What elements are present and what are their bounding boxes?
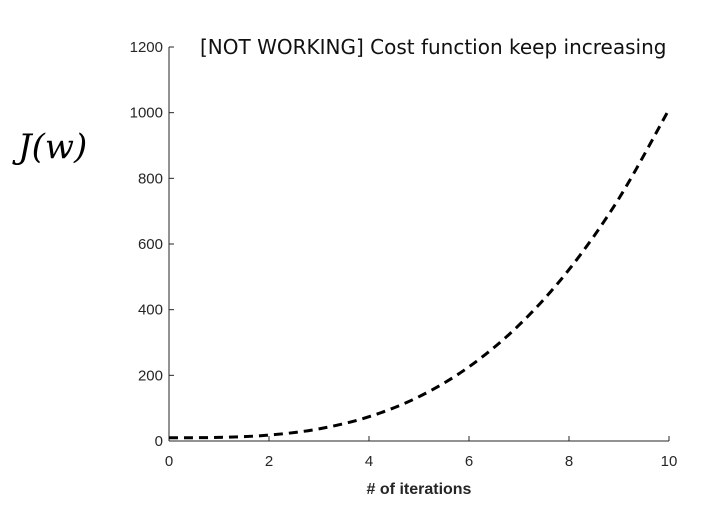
y-tick-label: 400: [138, 302, 163, 319]
y-tick-label: 800: [138, 170, 163, 187]
x-ticks: 0 2 4 6 8 10: [165, 436, 678, 470]
y-tick-label: 200: [138, 367, 163, 384]
plot-area: 0 2 4 6 8 10 0 200 400 600 800 1000 1200: [130, 39, 678, 470]
y-tick-label: 0: [155, 433, 163, 450]
x-axis-label: # of iterations: [367, 481, 472, 498]
x-tick-label: 4: [365, 453, 373, 470]
y-tick-label: 1200: [130, 39, 163, 56]
y-axis-label: J(w): [12, 127, 87, 167]
chart-title: [NOT WORKING] Cost function keep increas…: [200, 35, 666, 59]
y-tick-label: 1000: [130, 105, 163, 122]
x-tick-label: 6: [465, 453, 473, 470]
x-tick-label: 10: [661, 453, 678, 470]
y-ticks: 0 200 400 600 800 1000 1200: [130, 39, 174, 450]
x-tick-label: 2: [265, 453, 273, 470]
series-line: [168, 108, 671, 440]
series-group: [168, 108, 671, 440]
x-tick-label: 0: [165, 453, 173, 470]
x-tick-label: 8: [565, 453, 573, 470]
y-tick-label: 600: [138, 236, 163, 253]
